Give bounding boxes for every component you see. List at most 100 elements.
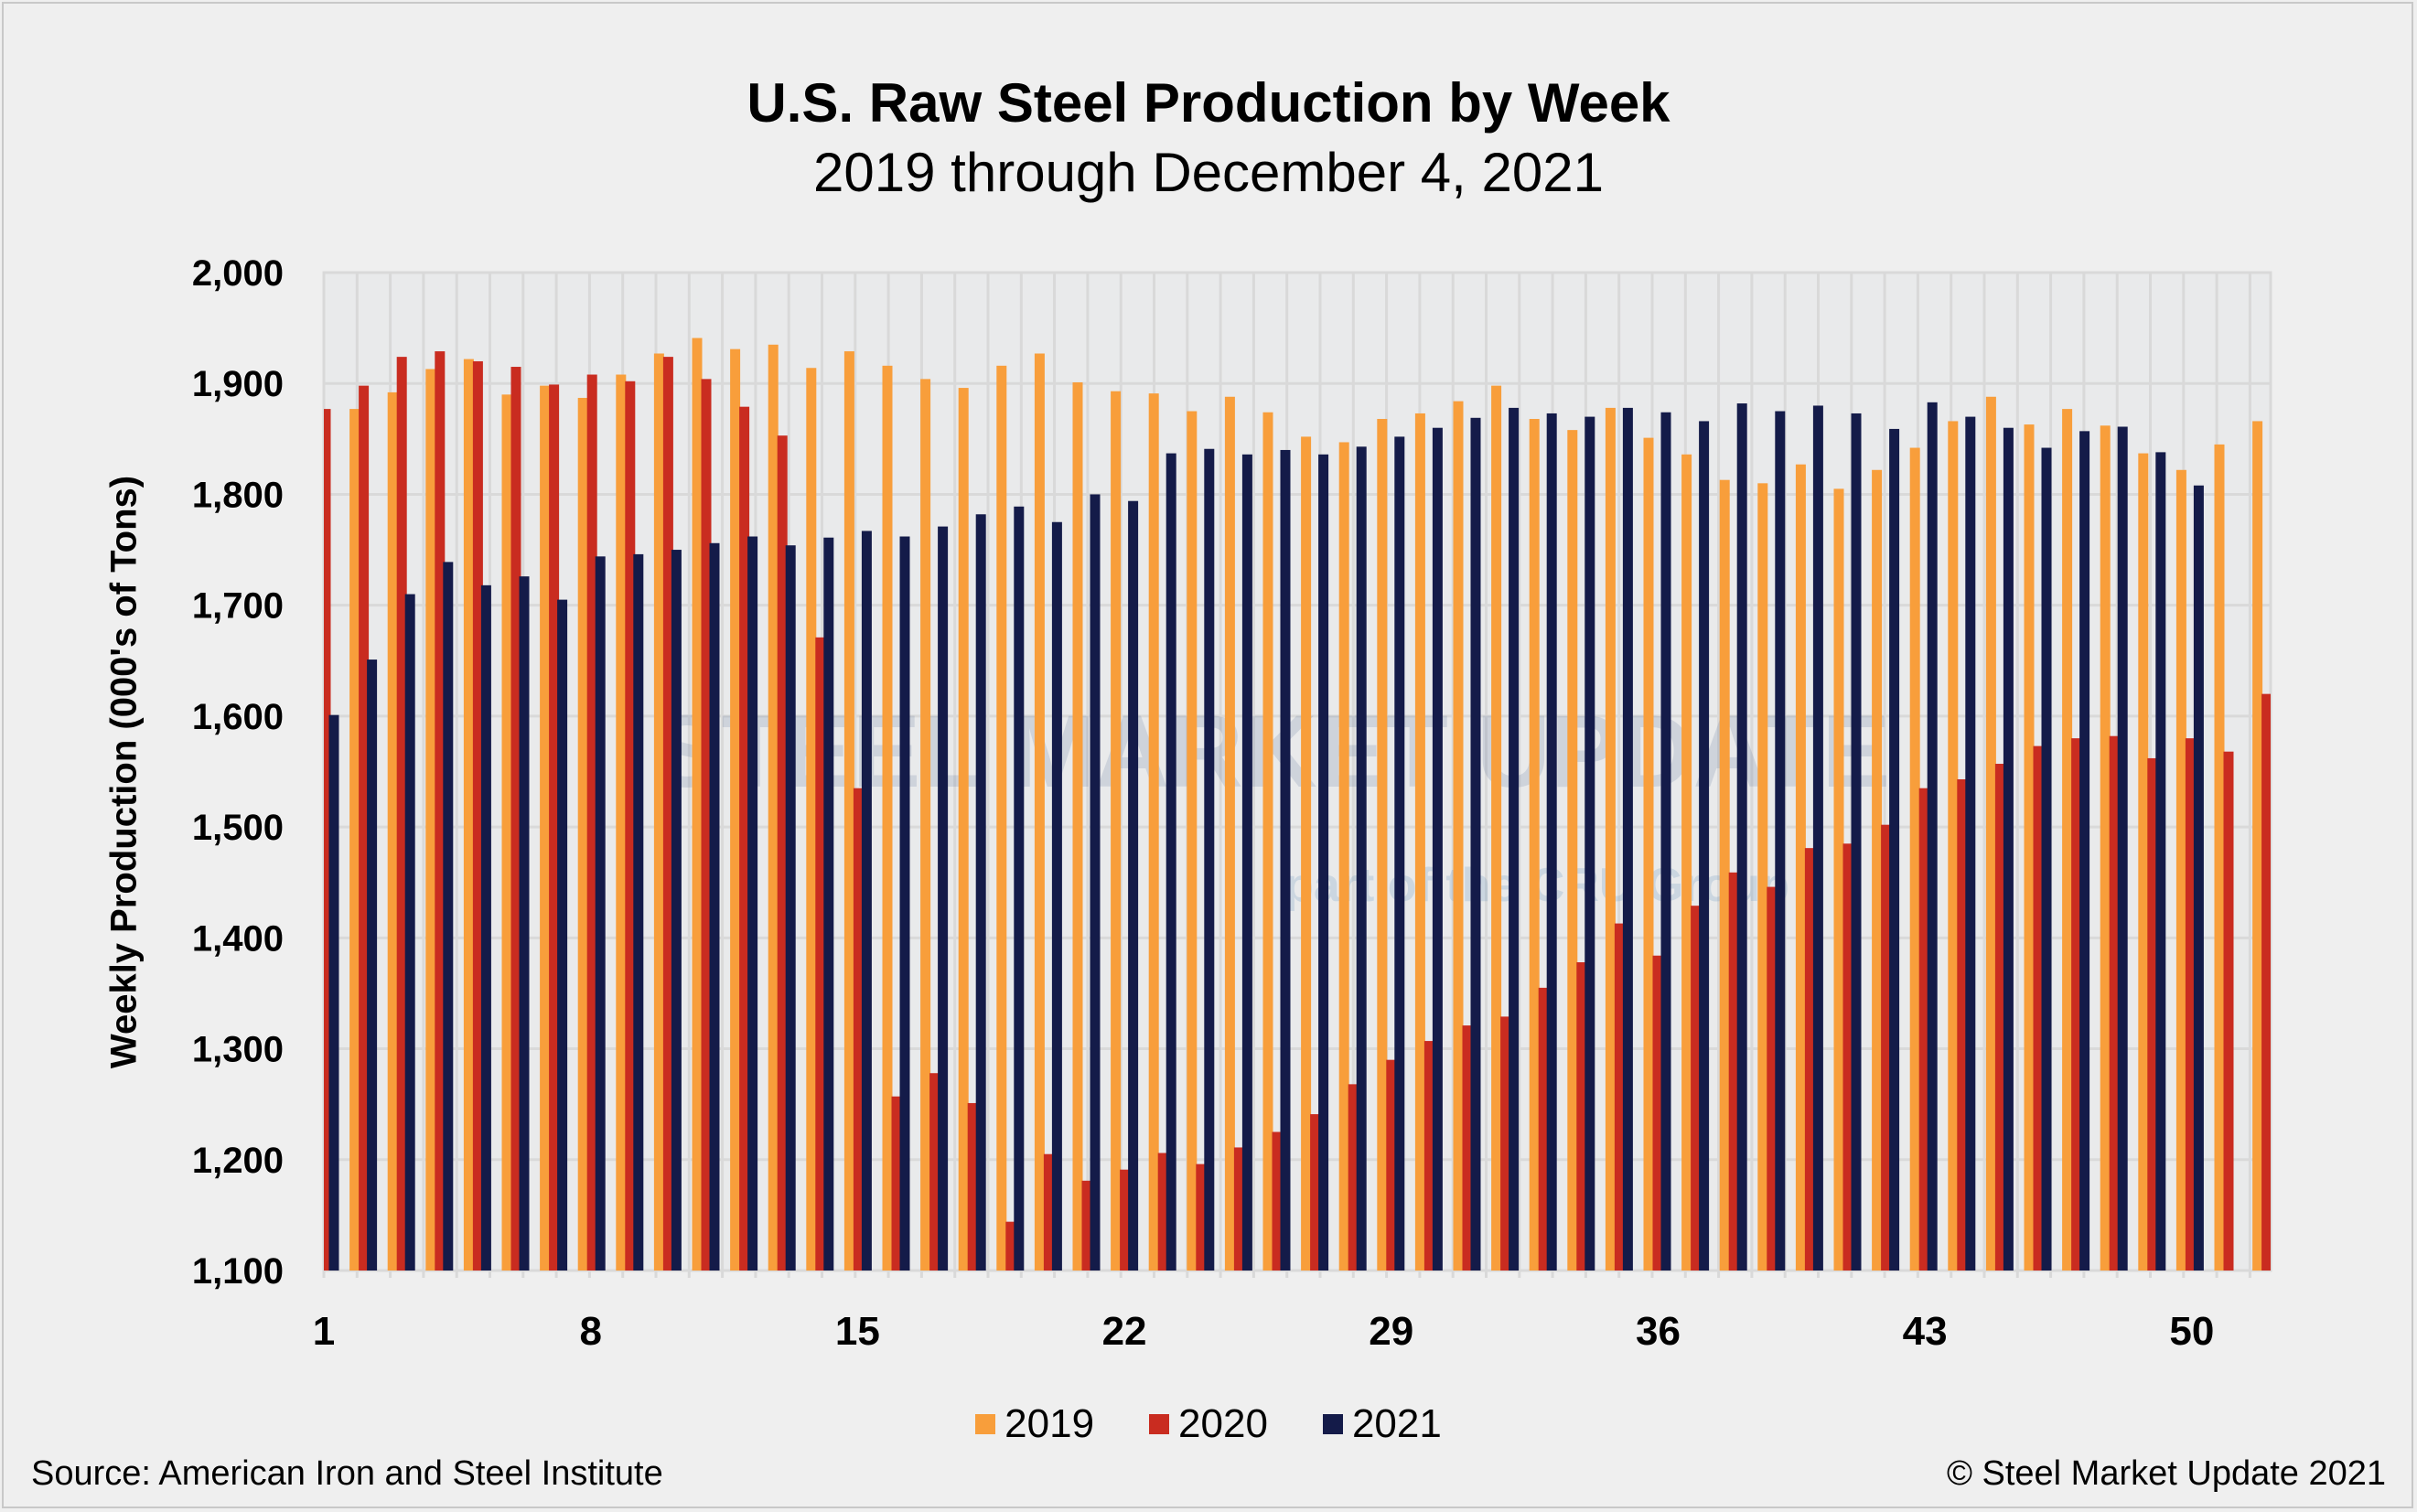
bar-2021-week-7 — [557, 599, 568, 1271]
x-tick-label: 43 — [1903, 1309, 1948, 1354]
bar-2021-week-37 — [1699, 421, 1710, 1271]
y-tick-label: 1,900 — [192, 364, 284, 404]
bar-2021-week-39 — [1775, 411, 1786, 1271]
bar-2020-week-50 — [2185, 738, 2196, 1271]
bar-2019-week-42 — [1872, 469, 1883, 1271]
bar-2019-week-43 — [1909, 447, 1920, 1271]
bar-2019-week-18 — [958, 388, 969, 1271]
legend: 2019 2020 2021 — [0, 1401, 2417, 1447]
bar-2019-week-14 — [806, 368, 817, 1271]
bar-2021-week-45 — [2003, 427, 2014, 1271]
bar-2021-week-35 — [1622, 407, 1633, 1271]
x-tick-label: 15 — [835, 1309, 880, 1354]
y-tick-label: 1,300 — [192, 1030, 284, 1070]
bar-2019-week-25 — [1224, 396, 1235, 1271]
bar-2021-week-20 — [1051, 521, 1062, 1271]
bar-2019-week-6 — [501, 394, 512, 1271]
bar-2021-week-25 — [1241, 454, 1252, 1271]
bar-2021-week-26 — [1280, 449, 1291, 1271]
bar-2021-week-16 — [899, 536, 910, 1271]
bar-2020-week-5 — [472, 360, 483, 1271]
bar-2020-week-28 — [1348, 1084, 1359, 1271]
bar-2020-week-7 — [549, 384, 560, 1271]
bar-2019-week-37 — [1681, 454, 1692, 1271]
chart-subtitle: 2019 through December 4, 2021 — [813, 142, 1604, 203]
bar-2020-week-33 — [1538, 987, 1549, 1271]
bar-2020-week-18 — [967, 1102, 978, 1271]
y-tick-label: 1,600 — [192, 697, 284, 737]
bar-2019-week-4 — [425, 369, 436, 1271]
bar-2019-week-52 — [2252, 421, 2263, 1271]
x-tick-label: 8 — [579, 1309, 601, 1354]
x-tick-label: 50 — [2169, 1309, 2214, 1354]
bar-2019-week-46 — [2024, 424, 2035, 1271]
bar-2021-week-46 — [2041, 447, 2052, 1271]
bar-2020-week-9 — [625, 381, 636, 1271]
bar-2021-week-4 — [443, 562, 454, 1271]
bar-2019-week-15 — [843, 351, 854, 1271]
bar-2019-week-16 — [882, 365, 893, 1271]
bar-2021-week-3 — [404, 594, 415, 1271]
bar-2021-week-15 — [861, 531, 872, 1271]
x-tick-label: 36 — [1636, 1309, 1681, 1354]
bar-2020-week-41 — [1842, 843, 1853, 1271]
bar-2019-week-17 — [920, 379, 931, 1271]
bar-2021-week-21 — [1090, 494, 1101, 1271]
bar-2021-week-30 — [1432, 427, 1443, 1271]
legend-item-2021: 2021 — [1322, 1401, 1442, 1447]
bar-2019-week-47 — [2062, 409, 2073, 1271]
bar-2019-week-22 — [1111, 391, 1122, 1271]
bar-2020-week-11 — [701, 379, 712, 1271]
y-tick-label: 2,000 — [192, 253, 284, 294]
bar-2021-week-49 — [2155, 452, 2166, 1271]
bar-2021-week-2 — [367, 659, 378, 1271]
bar-2019-week-39 — [1757, 483, 1768, 1271]
legend-swatch-2019 — [975, 1414, 996, 1434]
bar-2020-week-15 — [853, 788, 864, 1271]
legend-label-2020: 2020 — [1178, 1401, 1268, 1446]
bar-2019-week-19 — [996, 365, 1007, 1271]
bar-2020-week-32 — [1500, 1016, 1511, 1271]
bar-2019-week-3 — [387, 391, 398, 1271]
bar-2020-week-37 — [1691, 906, 1702, 1271]
x-tick-label: 1 — [313, 1309, 335, 1354]
legend-swatch-2020 — [1149, 1414, 1170, 1434]
bar-2020-week-23 — [1157, 1153, 1168, 1271]
bar-2020-week-44 — [1957, 778, 1968, 1271]
bar-2021-week-18 — [975, 514, 986, 1271]
bar-2020-week-3 — [396, 357, 407, 1271]
bar-2020-week-25 — [1233, 1147, 1244, 1271]
bar-2021-week-19 — [1014, 506, 1025, 1271]
bar-2019-week-50 — [2175, 469, 2186, 1271]
bar-2020-week-36 — [1652, 955, 1663, 1271]
y-tick-label: 1,500 — [192, 808, 284, 848]
bar-2019-week-12 — [730, 349, 741, 1271]
bar-2020-week-19 — [1005, 1221, 1016, 1271]
bar-2020-week-51 — [2223, 751, 2234, 1271]
legend-item-2020: 2020 — [1149, 1401, 1268, 1447]
y-tick-label: 1,700 — [192, 586, 284, 627]
bar-2020-week-42 — [1881, 824, 1892, 1271]
legend-swatch-2021 — [1322, 1414, 1343, 1434]
bar-2021-week-36 — [1660, 412, 1671, 1271]
bar-2020-week-27 — [1310, 1114, 1321, 1271]
bar-2020-week-52 — [2261, 693, 2271, 1271]
bar-2019-week-32 — [1491, 385, 1502, 1271]
bar-2020-week-48 — [2109, 735, 2120, 1271]
y-tick-label: 1,200 — [192, 1141, 284, 1181]
bar-2021-week-42 — [1889, 428, 1900, 1271]
legend-item-2019: 2019 — [975, 1401, 1094, 1447]
bar-2019-week-30 — [1414, 413, 1425, 1271]
bar-2019-week-29 — [1377, 419, 1388, 1271]
bar-2019-week-5 — [463, 359, 474, 1271]
bar-2021-week-47 — [2079, 431, 2090, 1271]
bar-2021-week-28 — [1356, 446, 1367, 1271]
bar-2021-week-1 — [328, 714, 339, 1271]
bar-2021-week-41 — [1851, 413, 1862, 1271]
bar-2020-week-39 — [1767, 886, 1778, 1271]
bar-2021-week-13 — [785, 545, 796, 1271]
bar-2020-week-49 — [2147, 757, 2158, 1271]
bar-2019-week-48 — [2100, 425, 2111, 1271]
source-note: Source: American Iron and Steel Institut… — [31, 1454, 663, 1493]
bar-2019-week-34 — [1567, 430, 1578, 1271]
